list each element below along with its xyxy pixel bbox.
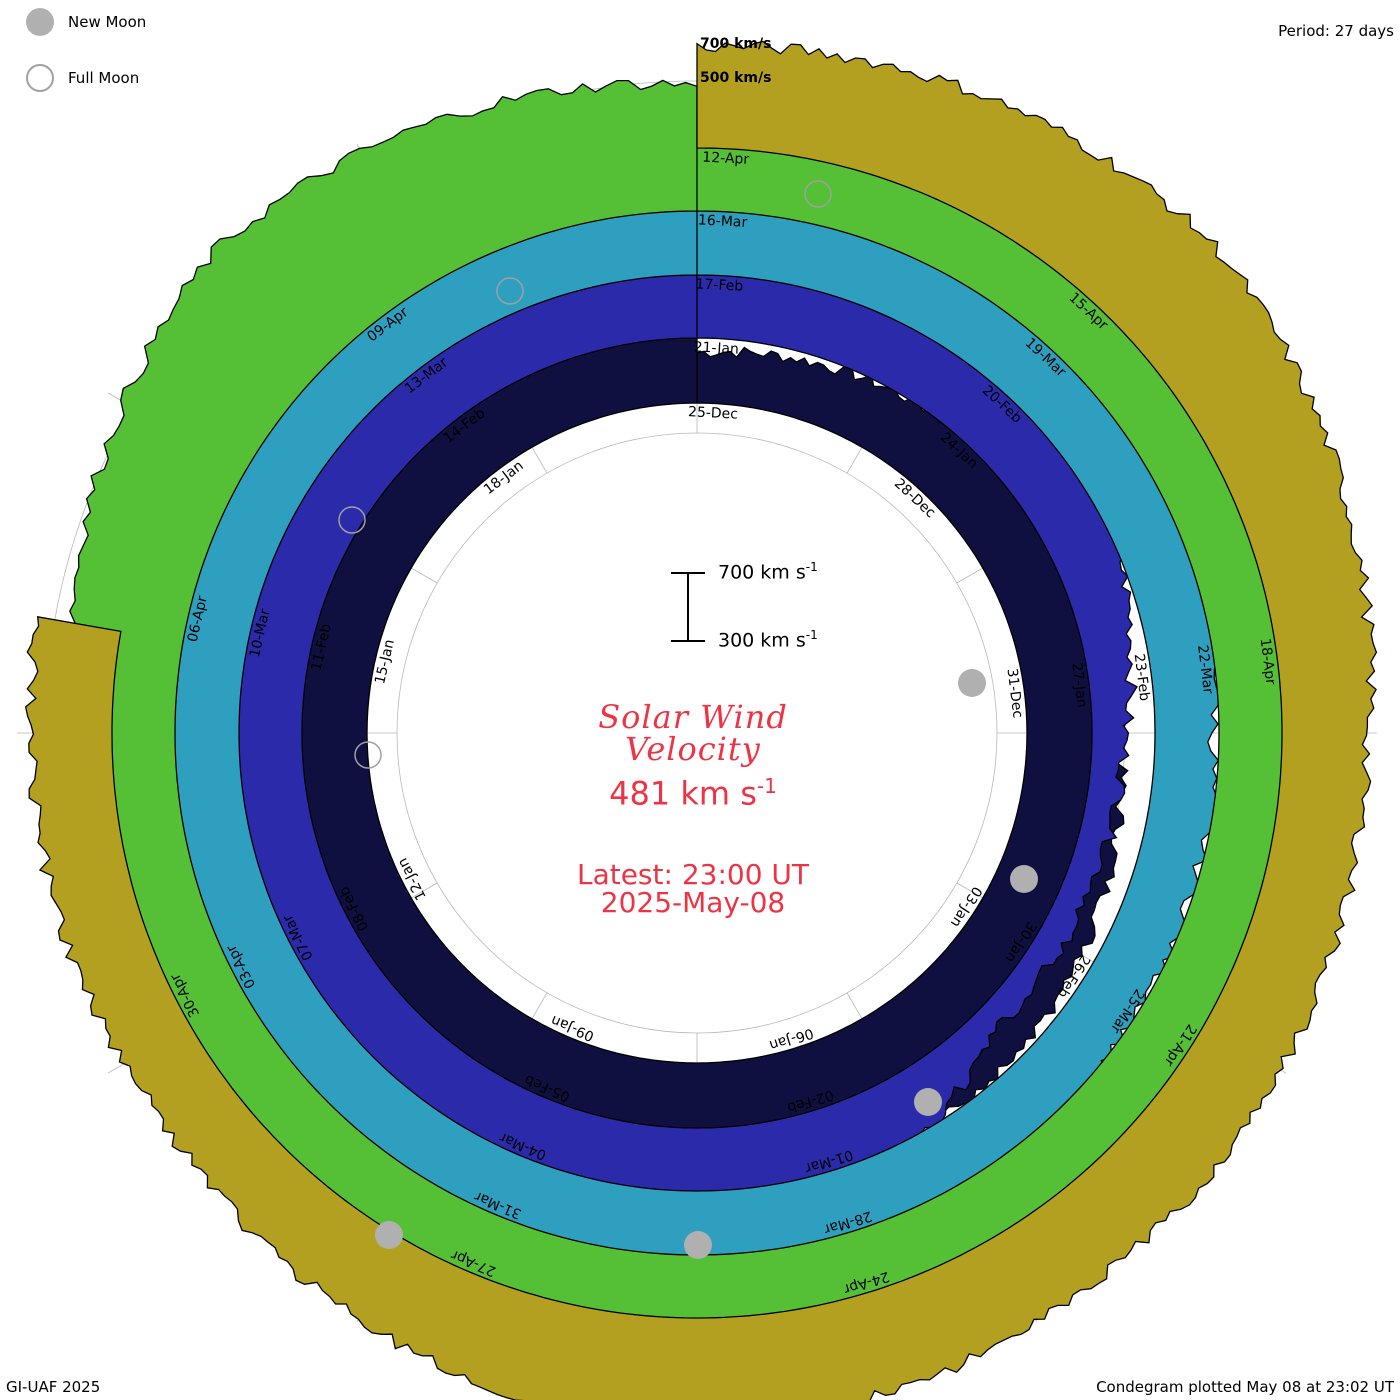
- legend-full-moon: Full Moon: [26, 64, 139, 92]
- full-moon-marker: [338, 506, 366, 534]
- latest-speed-value: 481 km s: [609, 774, 757, 813]
- new-moon-marker: [1010, 865, 1038, 893]
- period-label: Period: 27 days: [1278, 22, 1394, 40]
- scale-top-exp: -1: [805, 560, 818, 574]
- chart-title-line1: Solar Wind: [598, 698, 788, 736]
- date-label: 17-Feb: [695, 276, 744, 294]
- full-moon-marker: [496, 277, 524, 305]
- new-moon-marker: [958, 669, 986, 697]
- latest-speed: 481 km s-1: [493, 774, 893, 813]
- new-moon-marker: [914, 1088, 942, 1116]
- date-label: 25-Dec: [688, 404, 739, 422]
- scale-bottom-label: 300 km s-1: [718, 628, 818, 651]
- legend-full-moon-label: Full Moon: [68, 69, 140, 87]
- new-moon-marker: [684, 1231, 712, 1259]
- date-label: 23-Feb: [1131, 653, 1153, 702]
- latest-speed-unit-exp: -1: [756, 774, 777, 798]
- date-label: 12-Apr: [702, 150, 750, 168]
- latest-date-label: 2025-May-08: [600, 886, 786, 919]
- date-label: 18-Apr: [1257, 637, 1279, 686]
- reference-speed-label: 500 km/s: [700, 70, 771, 86]
- full-moon-icon: [26, 64, 54, 92]
- reference-speed-label: 700 km/s: [700, 36, 771, 52]
- date-label: 31-Dec: [1003, 667, 1025, 719]
- full-moon-marker: [804, 180, 832, 208]
- latest-time-label: Latest: 23:00 UT: [576, 858, 810, 891]
- scale-top-text: 700 km s: [718, 561, 806, 584]
- date-label: 16-Mar: [698, 212, 748, 230]
- new-moon-icon: [26, 8, 54, 36]
- rotation-band-1: [276, 295, 1129, 1188]
- scale-bottom-exp: -1: [805, 628, 818, 642]
- full-moon-marker: [354, 741, 382, 769]
- legend-new-moon-label: New Moon: [68, 13, 147, 31]
- scale-bottom-text: 300 km s: [718, 629, 806, 652]
- credit-label: GI-UAF 2025: [6, 1378, 101, 1396]
- date-label: 22-Mar: [1194, 644, 1216, 695]
- plotted-label: Condegram plotted May 08 at 23:02 UT: [1096, 1378, 1394, 1396]
- rotation-band-2: [185, 200, 1138, 1274]
- rotation-band-3: [114, 139, 1223, 1362]
- rotation-band-5: [24, 40, 1378, 1400]
- legend-new-moon: New Moon: [26, 8, 146, 36]
- chart-title-line2: Velocity: [625, 730, 761, 768]
- scale-top-label: 700 km s-1: [718, 560, 818, 583]
- date-label: 27-Jan: [1068, 662, 1089, 709]
- new-moon-marker: [375, 1221, 403, 1249]
- date-label: 21-Jan: [693, 339, 739, 357]
